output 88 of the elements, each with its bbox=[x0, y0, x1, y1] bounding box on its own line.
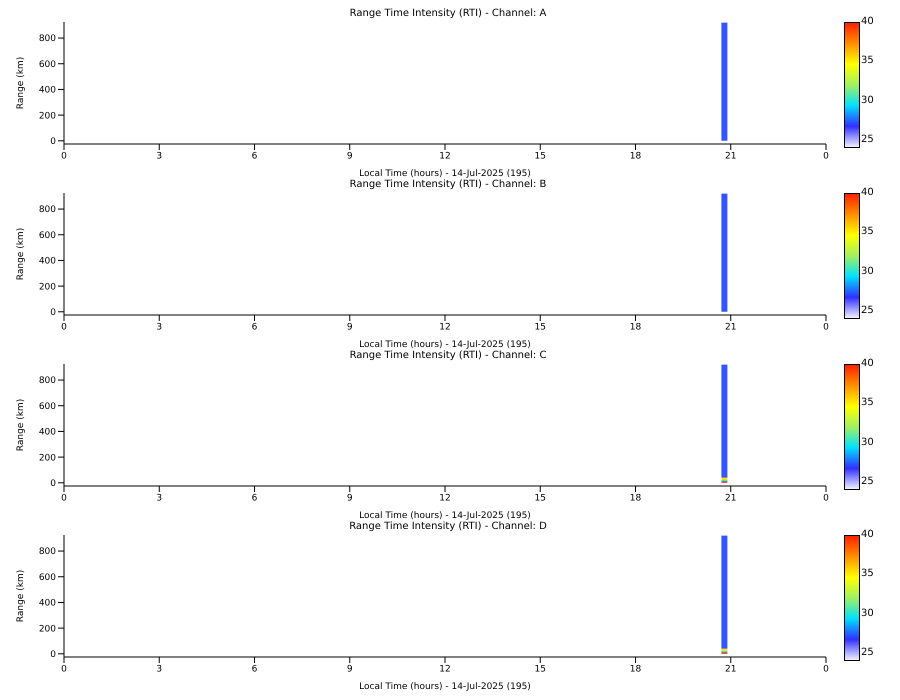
x-tick-label: 12 bbox=[439, 493, 451, 504]
y-tick-label: 200 bbox=[38, 624, 56, 634]
x-tick-label: 18 bbox=[630, 322, 642, 332]
y-tick-label: 800 bbox=[38, 547, 56, 558]
x-tick-label: 6 bbox=[252, 322, 258, 332]
x-tick-label: 6 bbox=[252, 664, 258, 674]
y-tick-label: 0 bbox=[50, 308, 56, 318]
x-tick-label: 6 bbox=[252, 493, 258, 504]
x-tick-label: 21 bbox=[725, 493, 736, 504]
x-tick-label: 18 bbox=[630, 493, 642, 504]
bar bbox=[721, 478, 728, 480]
y-axis-title: Range (km) bbox=[16, 398, 26, 452]
y-tick-label: 400 bbox=[38, 428, 56, 438]
chart-title: Range Time Intensity (RTI) - Channel: B bbox=[348, 179, 548, 191]
color-bar-label: 40 bbox=[861, 16, 874, 28]
y-tick-label: 400 bbox=[38, 598, 56, 609]
y-axis-title: Range (km) bbox=[16, 570, 26, 622]
color-bar-label: 30 bbox=[861, 436, 874, 449]
y-tick-label: 600 bbox=[38, 572, 56, 583]
bar bbox=[721, 536, 728, 649]
y-tick-label: 800 bbox=[38, 34, 56, 44]
x-axis-title: Local Time (hours) - 14-Jul-2025 (195) bbox=[359, 682, 531, 692]
x-tick-label: 6 bbox=[252, 151, 258, 162]
x-axis-title: Local Time (hours) - 14-Jul-2025 (195) bbox=[359, 169, 531, 179]
x-tick-label: 3 bbox=[156, 151, 162, 162]
x-tick-label: 0 bbox=[61, 322, 68, 332]
chart-title: Range Time Intensity (RTI) - Channel: C bbox=[348, 350, 548, 362]
color-bar-label: 30 bbox=[861, 94, 874, 107]
x-axis-title: Local Time (hours) - 14-Jul-2025 (195) bbox=[359, 511, 531, 521]
x-tick-label: 0 bbox=[823, 322, 830, 332]
x-tick-label: 12 bbox=[439, 322, 451, 332]
bar bbox=[721, 648, 728, 652]
y-tick-label: 200 bbox=[38, 453, 56, 464]
y-tick-label: 200 bbox=[38, 282, 56, 292]
color-bar-label: 40 bbox=[861, 187, 874, 199]
bar bbox=[721, 364, 728, 478]
x-tick-label: 12 bbox=[439, 664, 451, 674]
x-tick-label: 15 bbox=[534, 151, 546, 162]
y-tick-label: 600 bbox=[38, 60, 56, 70]
x-tick-label: 18 bbox=[630, 151, 642, 162]
x-axis-title: Local Time (hours) - 14-Jul-2025 (195) bbox=[359, 340, 531, 350]
x-tick-label: 15 bbox=[534, 322, 546, 332]
y-tick-label: 0 bbox=[50, 478, 56, 489]
x-tick-label: 21 bbox=[725, 151, 736, 162]
x-tick-label: 3 bbox=[156, 322, 162, 332]
color-bar-label: 35 bbox=[861, 55, 874, 68]
x-tick-label: 0 bbox=[823, 664, 830, 674]
x-tick-label: 9 bbox=[346, 664, 353, 674]
chart-title: Range Time Intensity (RTI) - Channel: D bbox=[348, 521, 548, 533]
x-tick-label: 15 bbox=[534, 493, 546, 504]
y-tick-label: 600 bbox=[38, 230, 56, 241]
y-tick-label: 600 bbox=[38, 402, 56, 412]
y-tick-label: 0 bbox=[50, 650, 56, 660]
x-tick-label: 21 bbox=[725, 322, 736, 332]
color-bar-label: 35 bbox=[861, 568, 874, 580]
color-bar-label: 25 bbox=[861, 476, 874, 488]
y-tick-label: 0 bbox=[50, 136, 56, 147]
x-tick-label: 18 bbox=[630, 664, 642, 674]
color-bar-label: 35 bbox=[861, 226, 874, 238]
color-bar-label: 25 bbox=[861, 305, 874, 318]
y-tick-label: 800 bbox=[38, 205, 56, 216]
y-tick-label: 400 bbox=[38, 86, 56, 96]
color-bar-label: 30 bbox=[861, 266, 874, 278]
color-bar-label: 40 bbox=[861, 529, 874, 541]
x-tick-label: 15 bbox=[534, 664, 546, 674]
color-bar-label: 30 bbox=[861, 608, 874, 620]
color-bar-label: 25 bbox=[861, 134, 874, 146]
color-bar-label: 35 bbox=[861, 397, 874, 410]
y-axis-title: Range (km) bbox=[16, 56, 26, 110]
x-tick-label: 3 bbox=[156, 493, 162, 504]
x-tick-label: 0 bbox=[61, 493, 68, 504]
color-bar-label: 40 bbox=[861, 358, 874, 370]
x-tick-label: 3 bbox=[156, 664, 162, 674]
y-tick-label: 200 bbox=[38, 111, 56, 122]
x-tick-label: 0 bbox=[61, 664, 68, 674]
x-tick-label: 0 bbox=[823, 151, 830, 162]
x-tick-label: 0 bbox=[823, 493, 830, 504]
y-axis-title: Range (km) bbox=[16, 228, 26, 280]
x-tick-label: 9 bbox=[346, 493, 353, 504]
x-tick-label: 12 bbox=[439, 151, 451, 162]
x-tick-label: 9 bbox=[346, 322, 353, 332]
x-tick-label: 9 bbox=[346, 151, 353, 162]
x-tick-label: 21 bbox=[725, 664, 736, 674]
color-bar-label: 25 bbox=[861, 647, 874, 660]
chart-title: Range Time Intensity (RTI) - Channel: A bbox=[348, 8, 548, 20]
y-tick-label: 800 bbox=[38, 376, 56, 386]
y-tick-label: 400 bbox=[38, 256, 56, 267]
x-tick-label: 0 bbox=[61, 151, 68, 162]
